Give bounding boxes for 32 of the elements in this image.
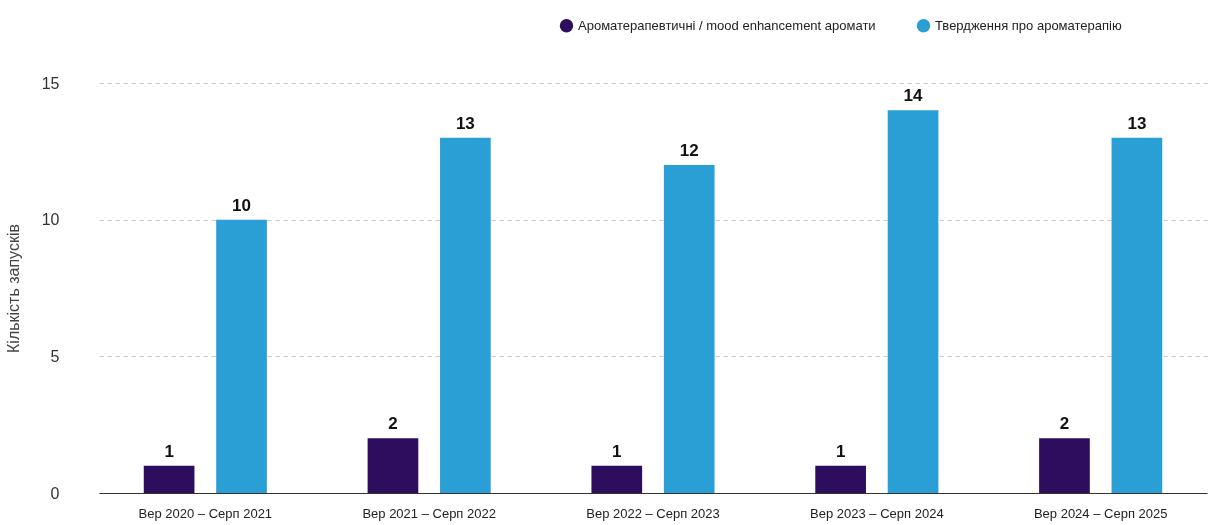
bar (1111, 137, 1163, 493)
bar (1039, 438, 1090, 493)
bar (367, 438, 419, 493)
x-tick-label: Вер 2023 – Серп 2024 (810, 505, 944, 521)
data-label: 2 (1059, 414, 1070, 434)
y-tick-label: 0 (50, 484, 60, 502)
data-label: 14 (903, 86, 924, 106)
data-label: 10 (232, 195, 251, 215)
bar (143, 465, 195, 493)
data-label: 13 (1127, 113, 1147, 133)
legend-label: Твердження про ароматерапію (935, 17, 1122, 33)
x-tick-label: Вер 2024 – Серп 2025 (1033, 505, 1168, 521)
bar (663, 165, 715, 493)
bar (815, 465, 866, 493)
bar (440, 137, 491, 493)
bar (887, 110, 939, 493)
data-label: 12 (679, 141, 699, 160)
y-axis-title: Кількість запусків (4, 224, 22, 353)
y-tick-label: 5 (50, 347, 60, 365)
data-label: 13 (455, 113, 475, 133)
data-label: 1 (612, 441, 622, 461)
x-tick-label: Вер 2021 – Серп 2022 (362, 505, 496, 521)
x-tick-label: Вер 2020 – Серп 2021 (138, 505, 273, 521)
legend-label: Ароматерапевтичні / mood enhancement аромати (578, 17, 876, 33)
bar (591, 465, 643, 493)
data-label: 2 (388, 414, 398, 434)
data-label: 1 (164, 441, 174, 461)
y-tick-label: 15 (41, 74, 60, 92)
x-tick-label: Вер 2022 – Серп 2023 (586, 505, 720, 521)
y-tick-label: 10 (41, 211, 60, 229)
data-label: 1 (835, 441, 846, 461)
bar (216, 219, 267, 493)
